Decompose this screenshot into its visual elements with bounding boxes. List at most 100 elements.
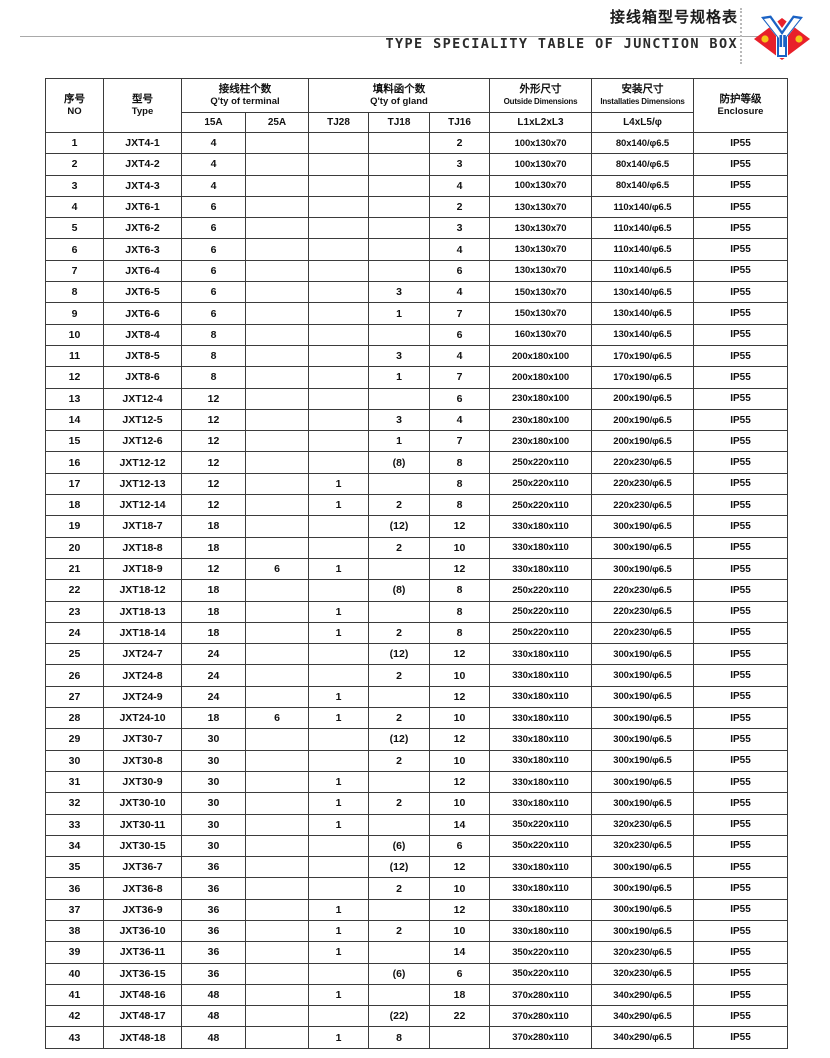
- cell-type: JXT18-9: [103, 557, 182, 581]
- table-row: 35 JXT36-7 36 (12) 12 330x180x110 300x190/φ6.5…: [45, 856, 788, 879]
- cell-outside-dimensions: 100x130x70: [489, 153, 592, 176]
- cell-type: JXT48-16: [103, 983, 182, 1007]
- cell-tj16: 8: [429, 621, 490, 645]
- cell-install-dimensions: 300x190/φ6.5: [591, 685, 694, 709]
- cell-outside-dimensions: 330x180x110: [489, 877, 592, 900]
- cell-tj28: [308, 281, 369, 304]
- cell-type: JXT8-4: [103, 323, 182, 346]
- cell-tj16: 2: [429, 195, 490, 219]
- cell-tj28: [308, 877, 369, 900]
- cell-no: 18: [45, 494, 104, 517]
- table-row: 40 JXT36-15 36 (6) 6 350x220x110 320x230/φ6.5 I…: [45, 962, 788, 985]
- cell-tj18: 2: [368, 792, 430, 815]
- cell-tj18: 1: [368, 302, 430, 325]
- cell-tj18: (6): [368, 834, 430, 858]
- table-row: 33 JXT30-11 30 1 14 350x220x110 320x230/φ6.5 IP…: [45, 813, 788, 836]
- cell-tj28: [308, 323, 369, 346]
- cell-enclosure: IP55: [693, 898, 788, 921]
- cell-tj16: 12: [429, 856, 490, 879]
- table-row: 38 JXT36-10 36 1 2 10 330x180x110 300x190/φ6.5 I…: [45, 919, 788, 943]
- col-header-no: 序号 NO: [45, 78, 104, 133]
- cell-enclosure: IP55: [693, 430, 788, 453]
- cell-25a: [245, 408, 309, 432]
- cell-outside-dimensions: 370x280x110: [489, 1026, 592, 1049]
- cell-type: JXT18-7: [103, 515, 182, 538]
- cell-type: JXT18-13: [103, 600, 182, 623]
- cell-tj28: [308, 728, 369, 751]
- cell-tj18: (8): [368, 579, 430, 602]
- cell-tj16: 10: [429, 792, 490, 815]
- cell-tj16: 10: [429, 707, 490, 730]
- cell-no: 38: [45, 919, 104, 943]
- cell-tj16: 12: [429, 685, 490, 709]
- table-row: 27 JXT24-9 24 1 12 330x180x110 300x190/φ6.5 IP5…: [45, 685, 788, 709]
- cell-15a: 36: [181, 962, 246, 985]
- cell-25a: [245, 259, 309, 283]
- col-header-tj28: TJ28: [308, 112, 369, 133]
- cell-no: 39: [45, 941, 104, 964]
- cell-type: JXT36-9: [103, 898, 182, 921]
- cell-type: JXT6-1: [103, 195, 182, 219]
- cell-no: 36: [45, 877, 104, 900]
- cell-outside-dimensions: 350x220x110: [489, 834, 592, 858]
- cell-enclosure: IP55: [693, 770, 788, 794]
- cell-enclosure: IP55: [693, 323, 788, 346]
- cell-tj16: 8: [429, 451, 490, 474]
- cell-enclosure: IP55: [693, 962, 788, 985]
- cell-install-dimensions: 200x190/φ6.5: [591, 430, 694, 453]
- cell-tj16: 8: [429, 600, 490, 623]
- cell-install-dimensions: 300x190/φ6.5: [591, 749, 694, 772]
- cell-outside-dimensions: 330x180x110: [489, 898, 592, 921]
- cell-tj16: 14: [429, 941, 490, 964]
- cell-tj28: 1: [308, 1026, 369, 1049]
- cell-15a: 12: [181, 472, 246, 496]
- cell-25a: [245, 536, 309, 559]
- cell-25a: [245, 153, 309, 176]
- cell-enclosure: IP55: [693, 515, 788, 538]
- cell-type: JXT18-8: [103, 536, 182, 559]
- cell-tj28: 1: [308, 813, 369, 836]
- cell-15a: 36: [181, 898, 246, 921]
- cell-15a: 48: [181, 1005, 246, 1028]
- junction-box-spec-table: 序号 NO 型号 Type 接线柱个数 Q'ty of terminal 填料函…: [45, 78, 788, 1049]
- cell-no: 20: [45, 536, 104, 559]
- cell-tj16: 12: [429, 643, 490, 666]
- cell-enclosure: IP55: [693, 472, 788, 496]
- cell-25a: [245, 217, 309, 240]
- cell-type: JXT24-7: [103, 643, 182, 666]
- cell-15a: 6: [181, 281, 246, 304]
- cell-install-dimensions: 300x190/φ6.5: [591, 792, 694, 815]
- cell-type: JXT6-4: [103, 259, 182, 283]
- col-header-15a: 15A: [181, 112, 246, 133]
- cell-type: JXT12-13: [103, 472, 182, 496]
- cell-15a: 4: [181, 131, 246, 155]
- table-row: 39 JXT36-11 36 1 14 350x220x110 320x230/φ6.5 IP…: [45, 941, 788, 964]
- cell-tj16: 7: [429, 366, 490, 389]
- cell-outside-dimensions: 330x180x110: [489, 664, 592, 687]
- cell-install-dimensions: 320x230/φ6.5: [591, 834, 694, 858]
- cell-outside-dimensions: 350x220x110: [489, 962, 592, 985]
- cell-no: 23: [45, 600, 104, 623]
- table-row: 16 JXT12-12 12 (8) 8 250x220x110 220x230/φ6.5 I…: [45, 451, 788, 474]
- cell-enclosure: IP55: [693, 153, 788, 176]
- cell-type: JXT4-2: [103, 153, 182, 176]
- cell-tj16: 3: [429, 153, 490, 176]
- cell-install-dimensions: 200x190/φ6.5: [591, 408, 694, 432]
- cell-tj28: [308, 430, 369, 453]
- cell-25a: [245, 856, 309, 879]
- cell-tj18: 3: [368, 344, 430, 368]
- cell-no: 5: [45, 217, 104, 240]
- cell-15a: 8: [181, 366, 246, 389]
- cell-15a: 36: [181, 919, 246, 943]
- cell-tj28: [308, 856, 369, 879]
- col-header-gland-en: Q'ty of gland: [370, 96, 428, 107]
- cell-25a: [245, 281, 309, 304]
- cell-enclosure: IP55: [693, 749, 788, 772]
- cell-outside-dimensions: 100x130x70: [489, 174, 592, 197]
- cell-15a: 12: [181, 408, 246, 432]
- cell-type: JXT48-17: [103, 1005, 182, 1028]
- cell-outside-dimensions: 130x130x70: [489, 238, 592, 261]
- cell-25a: [245, 387, 309, 410]
- cell-install-dimensions: 170x190/φ6.5: [591, 366, 694, 389]
- cell-tj18: 2: [368, 919, 430, 943]
